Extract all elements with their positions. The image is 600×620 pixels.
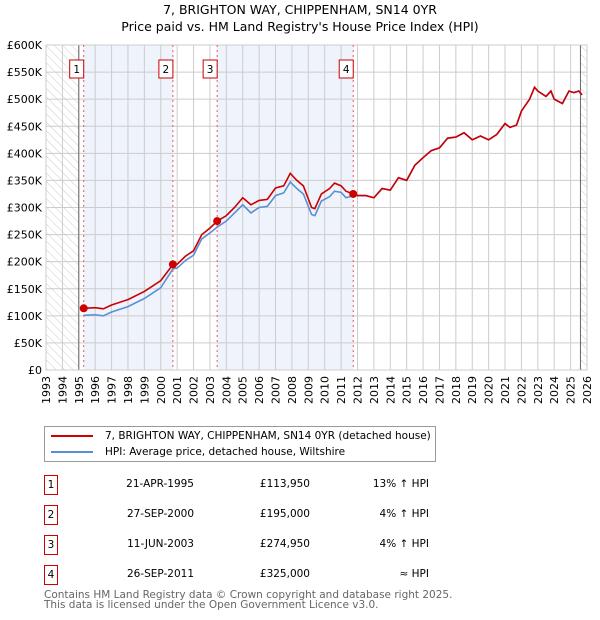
x-tick-label: 2023 xyxy=(532,376,545,404)
y-tick-label: £300K xyxy=(7,202,43,215)
x-tick-label: 2016 xyxy=(417,376,430,404)
x-tick-label: 2009 xyxy=(302,376,315,404)
y-tick-label: £450K xyxy=(7,120,43,133)
sale-point xyxy=(79,304,88,313)
y-tick-label: £0 xyxy=(28,364,42,377)
table-row: 2 27-SEP-2000 £195,000 4% ↑ HPI xyxy=(44,505,444,525)
x-tick-label: 1993 xyxy=(40,376,53,404)
x-tick-label: 2000 xyxy=(155,376,168,404)
x-tick-label: 2003 xyxy=(204,376,217,404)
footer-line: Contains HM Land Registry data © Crown c… xyxy=(44,589,453,601)
sale-label: 3 xyxy=(207,64,214,76)
plot-border xyxy=(45,44,588,371)
x-tick-label: 2022 xyxy=(515,376,528,404)
sale-hpi-diff: ≈ HPI xyxy=(399,568,429,580)
sale-label: 2 xyxy=(163,64,170,76)
x-tick-label: 2021 xyxy=(499,376,512,404)
sale-price: £113,950 xyxy=(259,478,310,490)
y-tick-label: £150K xyxy=(7,283,43,296)
sale-hpi-diff: 4% ↑ HPI xyxy=(379,508,429,520)
legend-item-hpi: HPI: Average price, detached house, Wilt… xyxy=(51,444,345,460)
sale-date: 27-SEP-2000 xyxy=(126,508,194,520)
sale-price: £195,000 xyxy=(259,508,310,520)
y-tick-label: £250K xyxy=(7,229,43,242)
x-tick-label: 2012 xyxy=(351,376,364,404)
legend: 7, BRIGHTON WAY, CHIPPENHAM, SN14 0YR (d… xyxy=(44,426,436,462)
x-tick-label: 1998 xyxy=(122,376,135,404)
footer-line: This data is licensed under the Open Gov… xyxy=(44,599,379,611)
x-tick-label: 1994 xyxy=(56,376,69,404)
legend-swatch-blue xyxy=(51,451,93,453)
x-tick-label: 2005 xyxy=(237,376,250,404)
sale-hpi-diff: 4% ↑ HPI xyxy=(379,538,429,550)
y-tick-label: £50K xyxy=(14,337,43,350)
sale-number: 2 xyxy=(44,505,58,525)
x-tick-label: 2004 xyxy=(220,376,233,404)
x-tick-label: 2002 xyxy=(188,376,201,404)
sale-point xyxy=(349,189,358,198)
chart-subtitle: Price paid vs. HM Land Registry's House … xyxy=(121,19,479,34)
legend-label: 7, BRIGHTON WAY, CHIPPENHAM, SN14 0YR (d… xyxy=(105,430,431,442)
x-tick-label: 2025 xyxy=(565,376,578,404)
y-tick-label: £350K xyxy=(7,174,43,187)
x-tick-label: 1996 xyxy=(89,376,102,404)
sale-number: 3 xyxy=(44,535,58,555)
sale-label: 4 xyxy=(343,64,350,76)
footer: Contains HM Land Registry data © Crown c… xyxy=(44,589,453,611)
sale-price: £274,950 xyxy=(259,538,310,550)
table-row: 4 26-SEP-2011 £325,000 ≈ HPI xyxy=(44,565,444,585)
x-tick-label: 2008 xyxy=(286,376,299,404)
y-tick-label: £400K xyxy=(7,147,43,160)
table-row: 3 11-JUN-2003 £274,950 4% ↑ HPI xyxy=(44,535,444,555)
sale-point xyxy=(213,217,222,226)
x-tick-label: 1995 xyxy=(73,376,86,404)
x-tick-label: 2026 xyxy=(581,376,594,404)
chart-title: 7, BRIGHTON WAY, CHIPPENHAM, SN14 0YR xyxy=(163,2,437,17)
x-tick-label: 2014 xyxy=(384,376,397,404)
sale-number: 1 xyxy=(44,475,58,495)
sale-number: 4 xyxy=(44,565,58,585)
legend-swatch-red xyxy=(51,435,93,437)
x-tick-label: 2013 xyxy=(368,376,381,404)
sale-date: 11-JUN-2003 xyxy=(127,538,194,550)
x-tick-label: 2007 xyxy=(270,376,283,404)
x-tick-label: 2011 xyxy=(335,376,348,404)
sale-hpi-diff: 13% ↑ HPI xyxy=(372,478,429,490)
table-row: 1 21-APR-1995 £113,950 13% ↑ HPI xyxy=(44,475,444,495)
x-tick-label: 2020 xyxy=(483,376,496,404)
sale-price: £325,000 xyxy=(259,568,310,580)
x-tick-label: 1999 xyxy=(138,376,151,404)
x-tick-label: 2001 xyxy=(171,376,184,404)
sale-label-box xyxy=(202,59,218,79)
x-tick-label: 2019 xyxy=(466,376,479,404)
y-tick-label: £100K xyxy=(7,310,43,323)
y-tick-label: £500K xyxy=(7,93,43,106)
x-tick-label: 1997 xyxy=(106,376,119,404)
y-tick-label: £550K xyxy=(7,66,43,79)
sale-date: 26-SEP-2011 xyxy=(126,568,194,580)
sale-label-box xyxy=(69,59,85,79)
x-tick-label: 2018 xyxy=(450,376,463,404)
x-tick-label: 2017 xyxy=(433,376,446,404)
sale-point xyxy=(168,260,177,269)
plot-area: 1993 1994 1995 1996 1997 1998 1999 2000 2001 2002… xyxy=(7,39,594,404)
x-tick-label: 2010 xyxy=(319,376,332,404)
x-tick-label: 2015 xyxy=(401,376,414,404)
y-tick-label: £600K xyxy=(7,39,43,52)
x-tick-label: 2024 xyxy=(548,376,561,404)
x-tick-label: 2006 xyxy=(253,376,266,404)
y-tick-label: £200K xyxy=(7,256,43,269)
legend-label: HPI: Average price, detached house, Wilt… xyxy=(105,446,346,458)
legend-item-property: 7, BRIGHTON WAY, CHIPPENHAM, SN14 0YR (d… xyxy=(51,428,431,444)
sale-label-box xyxy=(338,59,354,79)
sale-date: 21-APR-1995 xyxy=(126,478,194,490)
sale-label-box xyxy=(158,59,174,79)
sale-label: 1 xyxy=(73,64,80,76)
